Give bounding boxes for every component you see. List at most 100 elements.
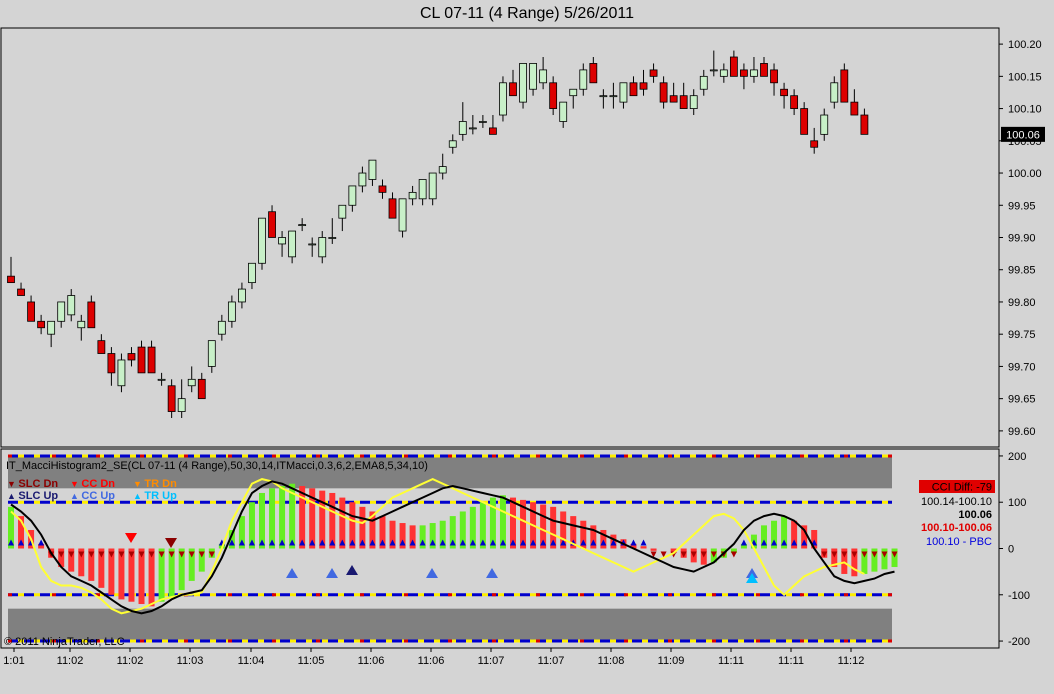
zero-arrow: [660, 551, 667, 558]
candle-body: [418, 179, 427, 200]
time-tick-label: 11:04: [238, 655, 265, 667]
histogram-bar: [670, 548, 677, 554]
candle-body: [629, 82, 638, 97]
histogram-bar: [811, 529, 818, 549]
candle-body: [770, 69, 778, 84]
zero-arrow: [369, 539, 376, 546]
zero-arrow: [429, 539, 436, 546]
zero-arrow: [630, 539, 637, 546]
candle-body: [569, 88, 578, 97]
candle-body: [388, 198, 397, 219]
histogram-bar: [580, 520, 587, 549]
histogram-bar: [68, 548, 75, 572]
candle-body: [438, 166, 447, 174]
candle-body: [278, 237, 286, 245]
zero-arrow: [690, 551, 697, 558]
histogram-bar: [58, 548, 65, 568]
indicator-lines: [10, 478, 895, 615]
histogram-bar: [831, 548, 838, 568]
candle-body: [298, 224, 307, 227]
candle-body: [850, 101, 859, 116]
histogram-bar: [18, 516, 25, 549]
time-tick-label: 11:06: [358, 655, 385, 667]
price-label: 100.06: [958, 509, 992, 521]
range1-label: 100.14-100.10: [921, 496, 992, 508]
candle-body: [107, 353, 116, 374]
zero-arrow: [319, 539, 326, 546]
zero-arrow: [530, 539, 537, 546]
histogram-bar: [439, 520, 446, 549]
histogram: [8, 483, 898, 607]
zero-arrow: [600, 539, 607, 546]
candle-body: [559, 101, 568, 122]
zero-arrow: [650, 551, 657, 558]
candle-body: [649, 69, 658, 77]
cc-up-marker: [426, 568, 438, 578]
histogram-bar: [740, 543, 747, 549]
zero-arrow: [18, 539, 25, 546]
slc-up-marker: [346, 565, 358, 575]
histogram-bar: [349, 502, 356, 549]
candle-body: [740, 69, 748, 77]
zero-arrow: [781, 539, 788, 546]
zero-arrow: [399, 539, 406, 546]
price-tick-label: 99.90: [1008, 233, 1036, 245]
time-axis: 1:01 11:02 11:02 11:03 11:04 11:05 11:06 11:06 1…: [3, 648, 864, 667]
legend-item: ▼ TR Dn: [133, 478, 177, 490]
candle-body: [448, 140, 457, 148]
candle-body: [750, 69, 758, 77]
candle-body: [760, 63, 768, 77]
candle-body: [187, 378, 196, 387]
histogram-bar: [329, 492, 336, 549]
candle-body: [47, 320, 56, 335]
candle-body: [619, 82, 628, 103]
histogram-bar: [520, 499, 527, 549]
zero-arrow: [730, 551, 737, 558]
histogram-bar: [188, 548, 195, 581]
candle-body: [709, 69, 718, 72]
candle-body: [117, 359, 126, 387]
histogram-bar: [158, 548, 165, 602]
cc-up-marker: [486, 568, 498, 578]
cc-up-marker: [326, 568, 338, 578]
price-tick-label: 100.20: [1008, 39, 1042, 51]
zero-arrow: [841, 551, 848, 558]
zero-arrow: [118, 551, 125, 558]
time-tick-label: 11:07: [478, 655, 505, 667]
zero-arrow: [188, 551, 195, 558]
histogram-bar: [570, 516, 577, 549]
price-tick-label: 100.10: [1008, 104, 1042, 116]
histogram-bar: [198, 548, 205, 572]
cci-diff-label: CCI Diff: -79: [932, 482, 992, 494]
histogram-bar: [379, 516, 386, 549]
indicator-tick-label: 0: [1008, 544, 1014, 556]
zero-arrow: [349, 539, 356, 546]
candle-body: [810, 140, 819, 148]
zero-arrow: [208, 551, 215, 558]
price-tick-label: 99.75: [1008, 329, 1036, 341]
zero-arrow: [8, 539, 14, 546]
zero-arrow: [198, 551, 205, 558]
histogram-bar: [640, 546, 647, 549]
candle-body: [820, 114, 829, 135]
histogram-bar: [259, 492, 265, 549]
tr-up-marker: [746, 573, 758, 583]
candle-body: [669, 95, 678, 103]
candle-body: [378, 185, 387, 193]
zero-arrow: [489, 539, 496, 546]
histogram-bar: [299, 486, 306, 549]
zero-arrow: [449, 539, 456, 546]
price-tick-label: 99.65: [1008, 394, 1036, 406]
candle-body: [37, 320, 46, 329]
zero-arrow: [560, 539, 567, 546]
turbo-cci-line: [10, 478, 865, 615]
zero-arrow: [710, 551, 717, 558]
histogram-bar: [771, 520, 778, 549]
zero-arrow: [801, 539, 808, 546]
histogram-bar: [108, 548, 115, 595]
time-tick-label: 11:03: [177, 655, 204, 667]
histogram-bar: [469, 506, 476, 549]
zero-arrow: [78, 551, 85, 558]
price-axis: 100.20100.15100.10100.05100.0099.9599.90…: [999, 39, 1042, 438]
